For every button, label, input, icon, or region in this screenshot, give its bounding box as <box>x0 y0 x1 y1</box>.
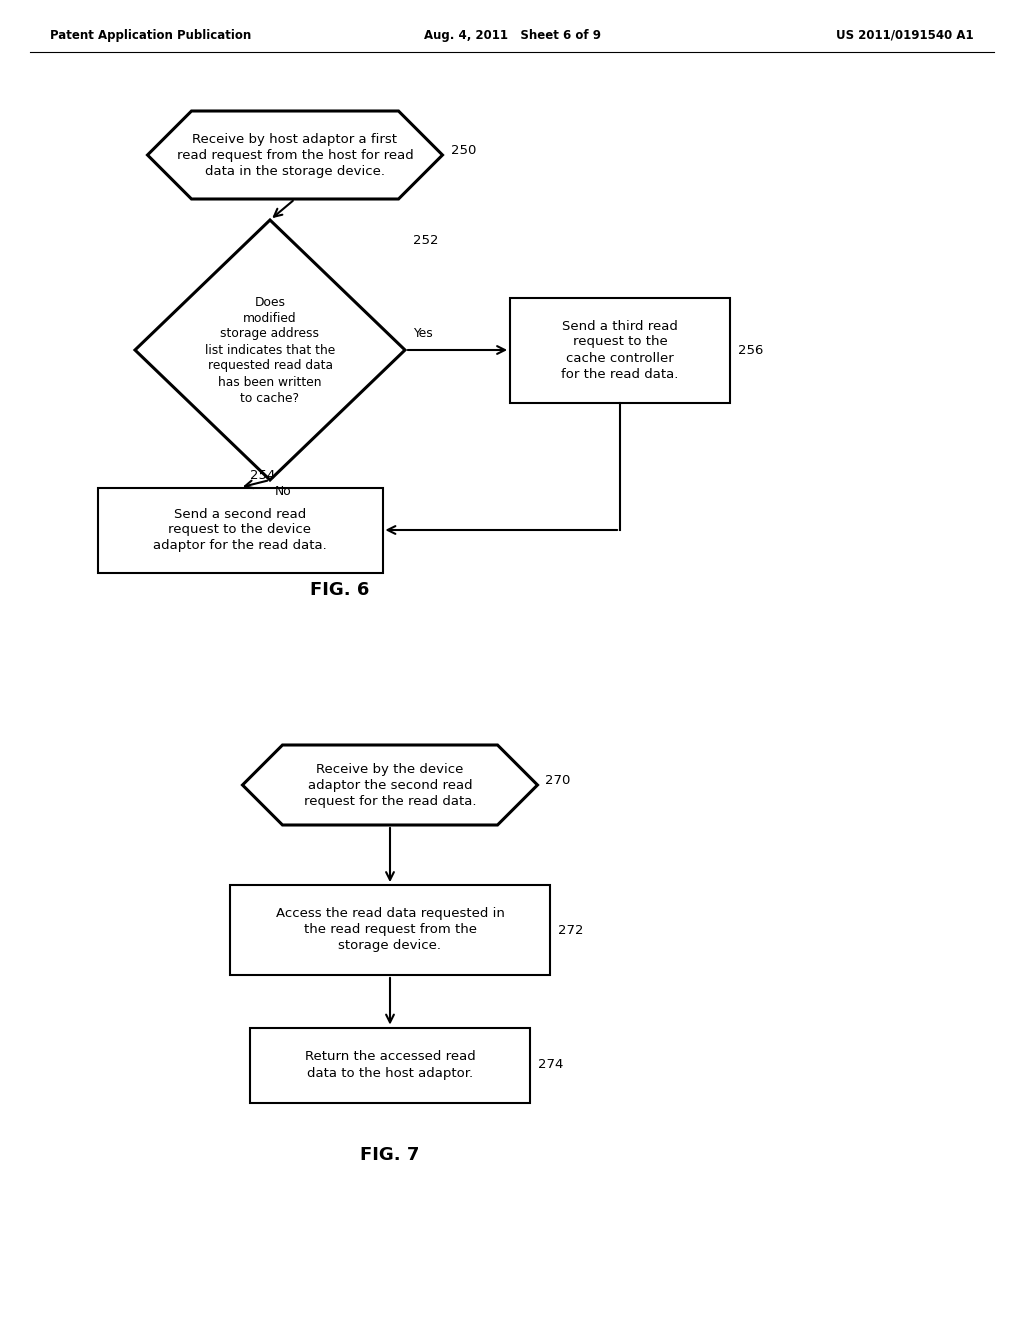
Polygon shape <box>135 220 406 480</box>
Bar <box>510 297 730 403</box>
Text: FIG. 6: FIG. 6 <box>310 581 370 599</box>
Text: 272: 272 <box>558 924 584 936</box>
Bar <box>97 487 383 573</box>
Text: Does
modified
storage address
list indicates that the
requested read data
has be: Does modified storage address list indic… <box>205 296 335 404</box>
Polygon shape <box>147 111 442 199</box>
Bar <box>230 884 550 975</box>
Text: 252: 252 <box>413 234 438 247</box>
Text: 254: 254 <box>250 469 275 482</box>
Text: Patent Application Publication: Patent Application Publication <box>50 29 251 41</box>
Text: Access the read data requested in
the read request from the
storage device.: Access the read data requested in the re… <box>275 908 505 953</box>
Text: Send a second read
request to the device
adaptor for the read data.: Send a second read request to the device… <box>154 507 327 553</box>
Text: 256: 256 <box>738 343 763 356</box>
Polygon shape <box>243 744 538 825</box>
Text: Aug. 4, 2011   Sheet 6 of 9: Aug. 4, 2011 Sheet 6 of 9 <box>424 29 600 41</box>
Text: No: No <box>275 484 292 498</box>
Text: FIG. 7: FIG. 7 <box>360 1146 420 1164</box>
Text: Send a third read
request to the
cache controller
for the read data.: Send a third read request to the cache c… <box>561 319 679 380</box>
Text: Receive by host adaptor a first
read request from the host for read
data in the : Receive by host adaptor a first read req… <box>176 132 414 177</box>
Text: 250: 250 <box>451 144 476 157</box>
Text: 270: 270 <box>546 774 570 787</box>
Text: US 2011/0191540 A1: US 2011/0191540 A1 <box>837 29 974 41</box>
Text: Return the accessed read
data to the host adaptor.: Return the accessed read data to the hos… <box>304 1051 475 1080</box>
Text: Yes: Yes <box>413 327 433 341</box>
Text: 274: 274 <box>538 1059 563 1072</box>
Bar <box>250 1027 530 1102</box>
Text: Receive by the device
adaptor the second read
request for the read data.: Receive by the device adaptor the second… <box>304 763 476 808</box>
